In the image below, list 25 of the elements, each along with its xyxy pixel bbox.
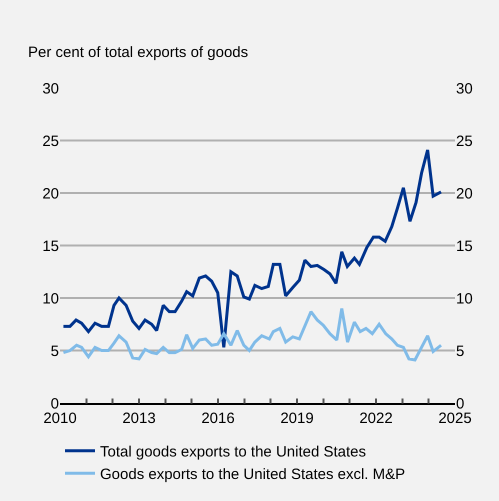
x-tick-label: 2025 xyxy=(438,410,472,427)
y2-tick-label: 30 xyxy=(456,80,473,98)
legend-label: Total goods exports to the United States xyxy=(100,444,366,461)
y2-tick-label: 25 xyxy=(456,132,473,150)
y-tick-label: 0 xyxy=(50,395,59,412)
line-series xyxy=(62,307,443,362)
x-tick-label: 2016 xyxy=(201,410,235,427)
y-tick-label: 20 xyxy=(42,185,59,202)
legend-label: Goods exports to the United States excl. M&P xyxy=(100,466,406,484)
y2-tick-label: 10 xyxy=(456,290,473,308)
y-axis-title: Per cent of total exports of goods xyxy=(28,44,248,61)
x-tick-label: 2010 xyxy=(43,410,77,427)
y-tick-label: 15 xyxy=(42,238,59,255)
y-tick-label: 10 xyxy=(42,290,59,308)
x-tick-label: 2013 xyxy=(122,410,156,427)
y-tick-label: 5 xyxy=(50,342,59,360)
y2-tick-label: 20 xyxy=(456,185,473,202)
line-series xyxy=(62,148,443,349)
x-tick-label: 2019 xyxy=(280,410,314,427)
y2-tick-label: 15 xyxy=(456,238,473,255)
y2-tick-label: 0 xyxy=(456,395,464,412)
y-tick-label: 25 xyxy=(42,132,59,150)
x-tick-label: 2022 xyxy=(359,410,393,427)
y2-tick-label: 5 xyxy=(456,342,464,360)
y-tick-label: 30 xyxy=(42,80,59,98)
